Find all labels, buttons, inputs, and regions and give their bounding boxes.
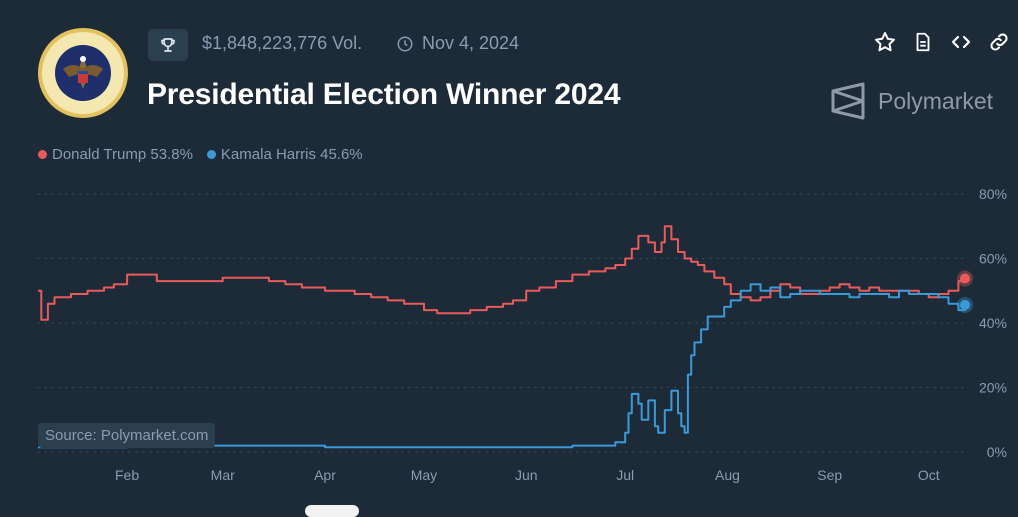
series-line-kamala-harris xyxy=(38,283,966,449)
action-bar xyxy=(873,30,1011,54)
page-title: Presidential Election Winner 2024 xyxy=(147,78,621,111)
x-tick-label: Jul xyxy=(616,467,634,483)
embed-button[interactable] xyxy=(949,30,973,54)
y-tick-label: 60% xyxy=(979,251,1007,267)
legend-dot-trump xyxy=(38,150,47,159)
y-tick-label: 0% xyxy=(987,444,1007,460)
x-tick-label: Feb xyxy=(115,467,139,483)
brand-name: Polymarket xyxy=(878,87,994,114)
legend-item-trump[interactable]: Donald Trump 53.8% xyxy=(38,146,193,163)
x-tick-label: Aug xyxy=(715,467,740,483)
y-tick-label: 40% xyxy=(979,315,1007,331)
x-tick-label: Jun xyxy=(515,467,538,483)
copy-link-button[interactable] xyxy=(987,30,1011,54)
scroll-pill[interactable] xyxy=(305,505,359,517)
polymarket-logo xyxy=(831,82,865,120)
x-tick-label: May xyxy=(411,467,437,483)
series-end-point xyxy=(960,299,970,310)
code-icon xyxy=(951,35,971,49)
end-date: Nov 4, 2024 xyxy=(396,33,519,54)
clock-icon xyxy=(397,36,413,51)
trophy-icon xyxy=(161,38,175,52)
x-tick-label: Oct xyxy=(918,467,940,483)
star-button[interactable] xyxy=(873,30,897,54)
source-watermark: Source: Polymarket.com xyxy=(38,423,216,448)
legend-label-trump: Donald Trump 53.8% xyxy=(52,146,193,163)
x-tick-label: Sep xyxy=(817,467,842,483)
presidential-seal-logo xyxy=(38,28,128,118)
star-icon xyxy=(875,32,895,52)
legend-item-harris[interactable]: Kamala Harris 45.6% xyxy=(206,146,363,163)
link-icon xyxy=(990,33,1008,51)
polymarket-brand[interactable]: Polymarket xyxy=(830,82,993,120)
rules-button[interactable] xyxy=(911,30,935,54)
series-end-point xyxy=(960,273,970,284)
x-tick-label: Apr xyxy=(314,467,336,483)
volume-text: $1,848,223,776 Vol. xyxy=(202,33,363,53)
end-date-label: Nov 4, 2024 xyxy=(422,33,520,53)
legend-dot-harris xyxy=(206,150,216,159)
x-tick-label: Mar xyxy=(211,467,235,483)
series-line-donald-trump xyxy=(38,225,966,321)
legend-label-harris: Kamala Harris 45.6% xyxy=(220,146,363,163)
trophy-badge xyxy=(148,29,188,61)
price-history-chart[interactable]: 80% 60% 40% 20% 0% Feb Mar Apr May Jun Jul Aug Sep Oc… xyxy=(0,180,1018,500)
document-icon xyxy=(916,32,930,52)
y-tick-label: 20% xyxy=(979,380,1007,396)
y-tick-label: 80% xyxy=(979,186,1007,202)
chart-legend: Donald Trump 53.8% Kamala Harris 45.6% xyxy=(38,146,363,163)
